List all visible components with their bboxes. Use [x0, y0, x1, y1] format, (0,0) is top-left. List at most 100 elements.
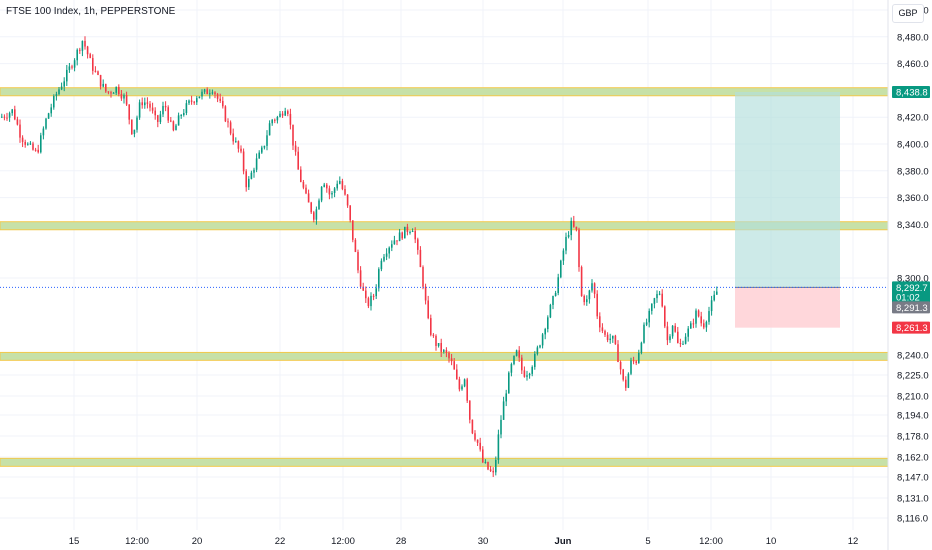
candle-body	[261, 147, 263, 153]
candle-body	[557, 277, 559, 293]
candle-body	[68, 66, 71, 70]
candle-body	[510, 364, 513, 373]
candle-body	[8, 113, 11, 118]
currency-button[interactable]: GBP	[892, 4, 924, 23]
candle-body	[575, 226, 578, 230]
position-stop-area[interactable]	[735, 287, 840, 328]
candle-body	[495, 459, 497, 473]
candle-body	[50, 107, 52, 114]
candle-body	[479, 442, 481, 450]
candle-body	[71, 66, 73, 68]
candle-body	[224, 106, 227, 122]
candle-body	[422, 267, 424, 287]
candle-body	[411, 230, 414, 232]
candle-body	[235, 141, 237, 143]
time-axis[interactable]: 15 12:00 20 22 12:00 28 30 Jun 5 12:00 10 12	[69, 536, 859, 547]
symbol-title[interactable]: FTSE 100 Index, 1h, PEPPERSTONE	[6, 6, 176, 17]
candle-body	[133, 129, 136, 135]
entry-price-tag-bg	[892, 301, 930, 314]
candle-body	[476, 439, 479, 443]
candle-body	[6, 117, 8, 119]
candle-body	[435, 335, 437, 346]
candle-body	[622, 369, 624, 380]
candle-body	[131, 119, 133, 135]
candle-body	[315, 209, 318, 220]
target-price-tag-label: 8,438.8	[896, 88, 928, 99]
price-axis[interactable]: 8,500.08,480.08,460.08,420.08,400.08,380…	[897, 6, 929, 525]
candle-body	[502, 401, 505, 420]
candle-body	[552, 296, 554, 305]
candle-body	[710, 300, 713, 312]
candle-body	[118, 86, 120, 95]
candle-body	[497, 434, 500, 460]
candle-body	[248, 178, 250, 188]
x-tick-label: 30	[478, 536, 489, 547]
candle-body	[73, 60, 76, 68]
candle-body	[378, 269, 380, 289]
candle-body	[154, 110, 156, 116]
candle-body	[419, 249, 422, 268]
candle-body	[692, 323, 695, 325]
candle-body	[19, 124, 21, 138]
candle-body	[323, 184, 325, 187]
x-tick-label: 28	[396, 536, 407, 547]
candle-body	[601, 327, 604, 331]
x-tick-label: 20	[192, 536, 203, 547]
candle-body	[14, 109, 16, 120]
candle-body	[528, 373, 531, 376]
price-axis-tags: 8,438.8 8,292.701:028,291.3 8,261.3	[892, 86, 930, 334]
candle-body	[201, 91, 203, 97]
candle-body	[105, 83, 107, 92]
candle-body	[341, 181, 344, 189]
candle-body	[474, 433, 476, 440]
candle-body	[206, 89, 208, 95]
candle-body	[523, 370, 526, 377]
candle-body	[604, 330, 606, 335]
x-tick-label: 22	[275, 536, 286, 547]
candle-body	[214, 92, 216, 95]
candle-body	[55, 94, 58, 97]
y-tick-label: 8,162.0	[897, 453, 929, 464]
candle-body	[489, 469, 492, 471]
candle-body	[461, 386, 463, 390]
candle-body	[471, 419, 474, 434]
grid-lines	[0, 0, 888, 530]
candle-body	[245, 171, 247, 188]
candle-body	[638, 352, 640, 364]
last-price-tag-bg	[892, 281, 930, 304]
candle-body	[307, 193, 310, 203]
candle-body	[79, 49, 81, 51]
candle-body	[593, 283, 596, 294]
candle-body	[289, 113, 292, 125]
last-price-tag-label: 8,292.7	[896, 283, 928, 294]
candle-body	[687, 328, 689, 337]
x-tick-label: 15	[69, 536, 80, 547]
candle-body	[716, 291, 718, 295]
candle-body	[372, 295, 375, 297]
candle-body	[606, 334, 609, 341]
candle-body	[645, 322, 648, 325]
candle-body	[180, 115, 182, 117]
candle-body	[380, 260, 383, 270]
zone-rect[interactable]	[0, 457, 889, 467]
candle-body	[690, 323, 692, 329]
candle-body	[700, 316, 702, 324]
candle-body	[136, 117, 138, 130]
candle-body	[448, 352, 450, 359]
candle-body	[97, 71, 99, 75]
long-position-tool[interactable]	[735, 92, 840, 328]
candle-body	[164, 105, 167, 108]
candle-body	[318, 200, 320, 210]
candle-body	[24, 141, 26, 145]
candle-body	[500, 419, 502, 435]
candle-body	[526, 375, 528, 377]
candle-body	[469, 400, 471, 420]
candle-body	[664, 306, 666, 327]
candle-body	[648, 310, 650, 323]
candle-body	[359, 270, 362, 287]
position-target-area[interactable]	[735, 92, 840, 288]
candle-body	[310, 202, 312, 213]
candle-body	[456, 369, 458, 380]
candle-body	[32, 143, 34, 150]
